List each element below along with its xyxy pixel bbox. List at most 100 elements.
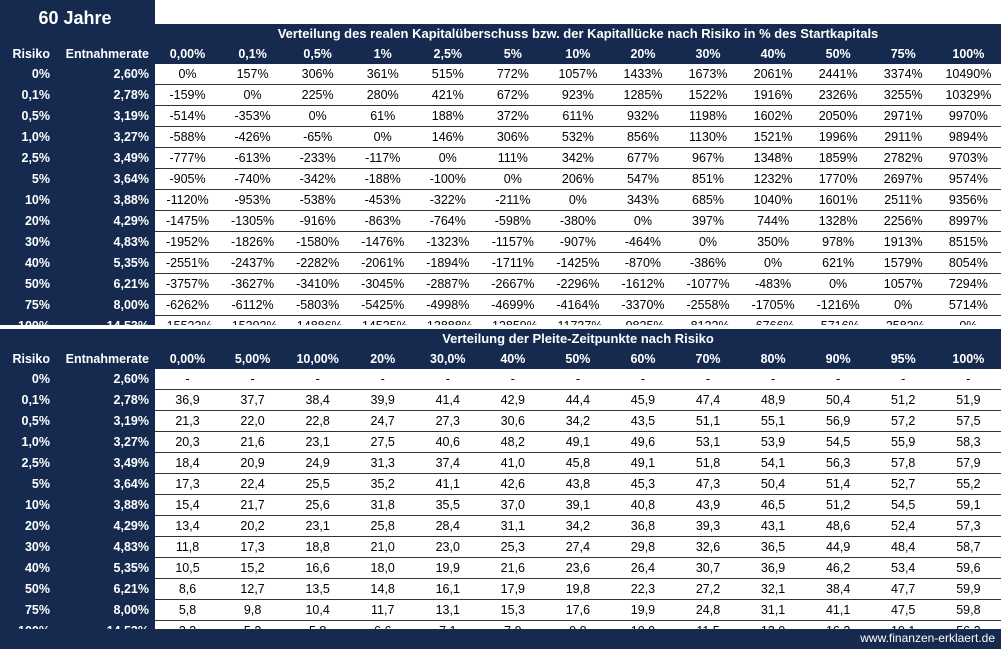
row-label-risiko: 10%: [0, 189, 56, 211]
table-cell: 38,4: [805, 578, 871, 600]
row-label-risiko: 2,5%: [0, 147, 56, 169]
table-cell: -: [350, 369, 416, 390]
table-cell: 14,8: [350, 578, 416, 600]
footer-link[interactable]: www.finanzen-erklaert.de: [860, 631, 995, 645]
table-cell: -3627%: [220, 273, 286, 295]
table-cell: 7294%: [935, 273, 1001, 295]
table-cell: 856%: [610, 126, 676, 148]
table-cell: 10490%: [935, 64, 1001, 85]
table-cell: 42,6: [480, 473, 546, 495]
table-cell: 30,7: [675, 557, 741, 579]
table-cell: 41,4: [415, 389, 481, 411]
table-cell: 21,0: [350, 536, 416, 558]
footer-bar: www.finanzen-erklaert.de: [0, 629, 1001, 649]
table-cell: 20,3: [155, 431, 221, 453]
row-label-entnahmerate: 3,49%: [56, 147, 155, 169]
table-cell: -3045%: [350, 273, 416, 295]
table-cell: 1348%: [740, 147, 806, 169]
table-cell: 225%: [285, 84, 351, 106]
table-cell: -3757%: [155, 273, 221, 295]
table-cell: -3410%: [285, 273, 351, 295]
table-cell: -: [805, 369, 871, 390]
table-cell: -1612%: [610, 273, 676, 295]
table-cell: -: [480, 369, 546, 390]
column-header: 30,0%: [415, 349, 481, 369]
table-cell: 27,2: [675, 578, 741, 600]
table-cell: 685%: [675, 189, 741, 211]
table-cell: 52,4: [870, 515, 936, 537]
table1-body: 0% 2,60% 0% 157% 306% 361% 515% 772% 1057% 1433% 1…: [0, 64, 1001, 337]
table-cell: 532%: [545, 126, 611, 148]
table-cell: 51,8: [675, 452, 741, 474]
page-title: 60 Jahre: [38, 8, 112, 28]
table-row: 0% 2,60% - - - - - - - - - - - - -: [0, 369, 1001, 390]
table-cell: 9356%: [935, 189, 1001, 211]
row-label-entnahmerate: 5,35%: [56, 252, 155, 274]
table-cell: 15,3: [480, 599, 546, 621]
table-cell: 2061%: [740, 64, 806, 85]
table-cell: -: [285, 369, 351, 390]
column-header: 0,1%: [220, 44, 286, 64]
table-cell: -453%: [350, 189, 416, 211]
table-row: 50% 6,21% 8,6 12,7 13,5 14,8 16,1 17,9 19,8 22,3 2…: [0, 578, 1001, 600]
table-cell: 20,2: [220, 515, 286, 537]
table-cell: -4164%: [545, 294, 611, 316]
table-cell: 40,8: [610, 494, 676, 516]
title-block: 60 Jahre: [0, 0, 155, 44]
table-cell: 57,8: [870, 452, 936, 474]
table-cell: -464%: [610, 231, 676, 253]
table-cell: 41,1: [805, 599, 871, 621]
table-row: 0,1% 2,78% 36,9 37,7 38,4 39,9 41,4 42,9 44,4 45,…: [0, 389, 1001, 411]
table-cell: -117%: [350, 147, 416, 169]
table-cell: 0%: [415, 147, 481, 169]
table-cell: -1476%: [350, 231, 416, 253]
table-cell: 8515%: [935, 231, 1001, 253]
table-cell: 31,8: [350, 494, 416, 516]
table-cell: 58,7: [935, 536, 1001, 558]
table-cell: -353%: [220, 105, 286, 127]
table-cell: -322%: [415, 189, 481, 211]
table-cell: 23,6: [545, 557, 611, 579]
table-cell: -863%: [350, 210, 416, 232]
table-cell: 49,1: [545, 431, 611, 453]
table-cell: -953%: [220, 189, 286, 211]
row-label-risiko: 75%: [0, 294, 56, 316]
table-cell: 31,1: [480, 515, 546, 537]
table2: Risiko Entnahmerate 0,00% 5,00% 10,00% 20% 30,…: [0, 349, 1001, 642]
table-cell: 0%: [350, 126, 416, 148]
table-cell: 24,8: [675, 599, 741, 621]
table-cell: 306%: [285, 64, 351, 85]
table-cell: 41,0: [480, 452, 546, 474]
row-label-entnahmerate: 3,27%: [56, 431, 155, 453]
table-cell: 0%: [805, 273, 871, 295]
row-label-entnahmerate: 3,27%: [56, 126, 155, 148]
table-cell: 36,8: [610, 515, 676, 537]
table-cell: 19,9: [415, 557, 481, 579]
table-cell: 48,6: [805, 515, 871, 537]
table-cell: 25,5: [285, 473, 351, 495]
row-label-entnahmerate: 3,64%: [56, 473, 155, 495]
row-label-risiko: 20%: [0, 210, 56, 232]
table-cell: 39,9: [350, 389, 416, 411]
table-cell: -2282%: [285, 252, 351, 274]
table-cell: 372%: [480, 105, 546, 127]
column-header: 0,5%: [285, 44, 351, 64]
table-cell: 1913%: [870, 231, 936, 253]
table-cell: 51,2: [805, 494, 871, 516]
table-cell: 34,2: [545, 515, 611, 537]
table-cell: 677%: [610, 147, 676, 169]
table-cell: 10329%: [935, 84, 1001, 106]
table-cell: 0%: [545, 189, 611, 211]
table-cell: 27,3: [415, 410, 481, 432]
table-cell: 343%: [610, 189, 676, 211]
table-cell: 59,8: [935, 599, 1001, 621]
table-cell: 0%: [220, 84, 286, 106]
column-header: 5,00%: [220, 349, 286, 369]
table-cell: 2511%: [870, 189, 936, 211]
column-header: 5%: [480, 44, 546, 64]
table-cell: 41,1: [415, 473, 481, 495]
table-cell: -4998%: [415, 294, 481, 316]
table-row: 0,5% 3,19% -514% -353% 0% 61% 188% 372% 611% 932%…: [0, 105, 1001, 127]
table-cell: -1580%: [285, 231, 351, 253]
table-cell: 43,5: [610, 410, 676, 432]
